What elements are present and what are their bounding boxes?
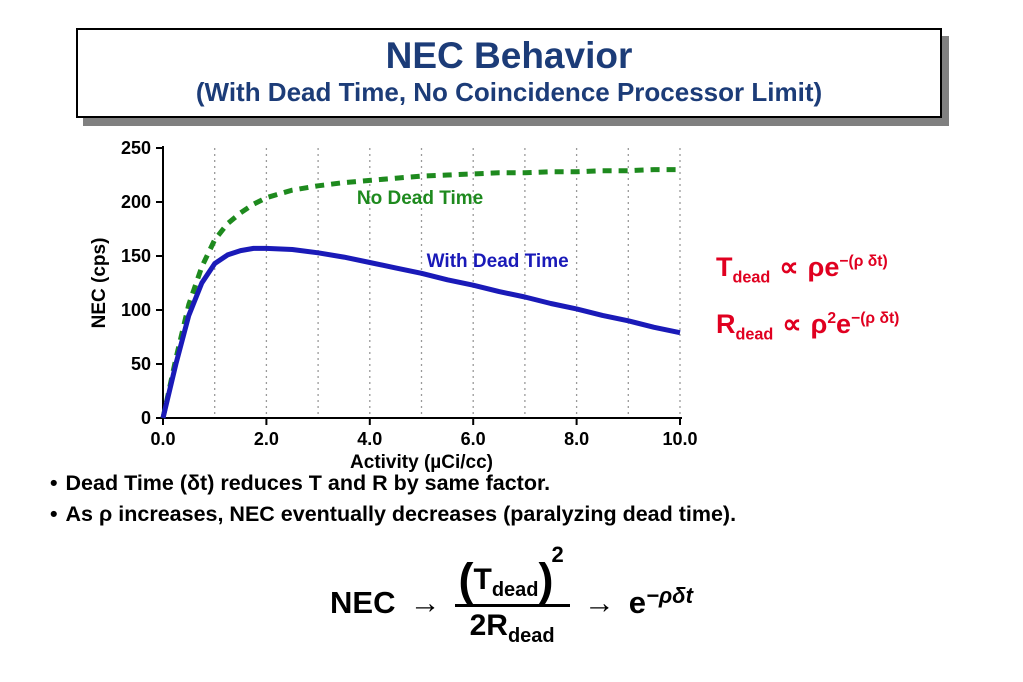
y-tick-label: 50 — [131, 354, 151, 374]
formula-exp: −(ρ δt) — [839, 253, 888, 270]
slide-title: NEC Behavior — [385, 35, 633, 76]
exp-base: e — [628, 585, 647, 620]
series-line — [160, 245, 681, 419]
x-tick-label: 2.0 — [254, 429, 279, 449]
denominator-sub: dead — [507, 625, 555, 647]
x-tick-label: 6.0 — [461, 429, 486, 449]
formula-rho: ρ — [810, 309, 828, 340]
formula-sub: dead — [732, 268, 771, 287]
series-label: With Dead Time — [427, 251, 569, 272]
exp-term: e−ρδt — [628, 582, 693, 621]
formula-exp: −(ρ δt) — [851, 310, 900, 328]
exp-power: −ρδt — [646, 582, 693, 608]
formula-rdead: Rdead ∝ ρ2e−(ρ δt) — [716, 309, 899, 344]
y-tick-label: 250 — [121, 140, 151, 158]
chart-svg: 0 50 100 150 200 250 0.0 2.0 4.0 6.0 8.0 10.0 Activi… — [89, 138, 698, 473]
bullet-text: Dead Time (δt) reduces T and R by same f… — [65, 471, 551, 495]
formula-rho-sup: 2 — [827, 310, 837, 328]
arrow-right-icon: → — [409, 585, 441, 620]
series-line — [160, 167, 680, 419]
red-formula-block: Tdead ∝ ρe−(ρ δt) Rdead ∝ ρ2e−(ρ δt) — [716, 252, 899, 345]
bullet-marker: • — [50, 471, 58, 495]
formula-rho: ρ — [807, 252, 825, 282]
paren-open: ( — [458, 554, 474, 605]
y-axis-title: NEC (cps) — [89, 238, 110, 329]
fraction-denominator: 2Rdead — [454, 604, 570, 648]
x-tick-label: 8.0 — [564, 429, 589, 449]
bullet-marker: • — [50, 502, 58, 527]
numerator-sub: dead — [491, 579, 539, 601]
title-box: NEC Behavior (With Dead Time, No Coincid… — [76, 28, 942, 119]
bullet-item: • As ρ increases, NEC eventually decrease… — [50, 499, 990, 530]
nec-limit-formula: NEC → (Tdead)2 2Rdead → e−ρδt — [0, 542, 1023, 648]
formula-base: T — [716, 252, 733, 282]
nec-chart: 0 50 100 150 200 250 0.0 2.0 4.0 6.0 8.0 10.0 Activi… — [85, 138, 725, 485]
fraction: (Tdead)2 2Rdead — [454, 542, 570, 648]
y-tick-label: 0 — [141, 408, 151, 428]
x-axis-title: Activity (µCi/cc) — [350, 452, 493, 473]
y-tick-label: 200 — [121, 192, 151, 212]
proportional-symbol: ∝ — [779, 252, 799, 282]
formula-base: R — [716, 309, 736, 340]
y-tick-label: 100 — [121, 300, 151, 320]
paren-close: ) — [538, 554, 554, 605]
fraction-numerator: (Tdead)2 — [455, 542, 570, 604]
x-tick-label: 10.0 — [662, 429, 697, 449]
numerator-exponent: 2 — [551, 542, 564, 567]
formula-e: e — [824, 252, 840, 282]
y-tick-label: 150 — [121, 246, 151, 266]
bullet-text: As ρ increases, NEC eventually decreases… — [65, 502, 737, 527]
arrow-right-icon: → — [583, 585, 615, 620]
denominator-base: 2R — [469, 609, 508, 642]
proportional-symbol: ∝ — [782, 309, 802, 340]
slide-subtitle: (With Dead Time, No Coincidence Processo… — [195, 76, 823, 107]
formula-e: e — [836, 309, 852, 340]
x-tick-label: 0.0 — [150, 429, 175, 449]
numerator-base: T — [473, 563, 492, 596]
formula-tdead: Tdead ∝ ρe−(ρ δt) — [716, 252, 899, 287]
formula-sub: dead — [735, 325, 774, 344]
bullet-item: • Dead Time (δt) reduces T and R by same … — [50, 468, 990, 499]
bullet-list: • Dead Time (δt) reduces T and R by same … — [50, 468, 990, 530]
formula-lhs: NEC — [330, 585, 396, 620]
series-label: No Dead Time — [357, 188, 483, 209]
x-tick-label: 4.0 — [357, 429, 382, 449]
